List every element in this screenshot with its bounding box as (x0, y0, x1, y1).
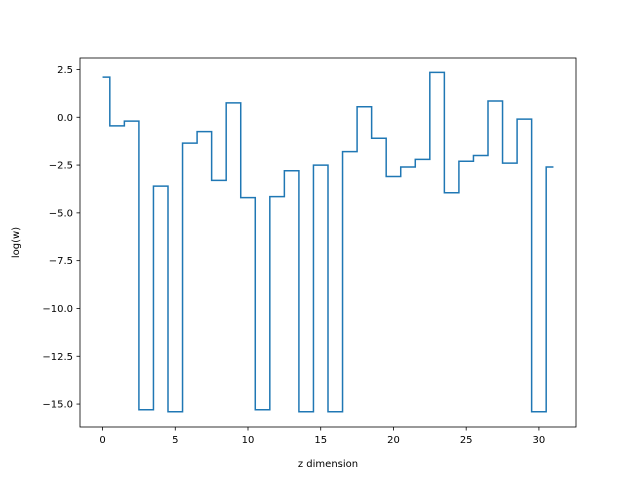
y-axis-ticks: 2.5 0.0 −2.5 −5.0 −7.5 −10.0 −12.5 −15.0 (42, 65, 80, 411)
x-axis-ticks: 0 5 10 15 20 25 30 (99, 427, 545, 446)
x-tick-label: 25 (460, 435, 473, 446)
y-tick-label: −10.0 (42, 304, 73, 315)
y-tick-label: −5.0 (49, 208, 73, 219)
y-tick-label: −12.5 (42, 352, 73, 363)
series-layer (102, 71, 554, 413)
x-tick-label: 30 (533, 435, 546, 446)
y-axis-label: log(w) (11, 227, 22, 258)
y-tick-label: −15.0 (42, 400, 73, 411)
x-tick-label: 20 (387, 435, 400, 446)
x-axis-label: z dimension (298, 459, 358, 470)
x-tick-label: 10 (242, 435, 255, 446)
y-tick-label: 0.0 (57, 113, 73, 124)
y-tick-label: −7.5 (49, 256, 73, 267)
x-tick-label: 5 (172, 435, 178, 446)
y-tick-label: 2.5 (57, 65, 73, 76)
axes-frame (79, 57, 577, 428)
y-tick-label: −2.5 (49, 161, 73, 172)
series-line (102, 71, 554, 413)
x-tick-label: 0 (99, 435, 105, 446)
x-tick-label: 15 (314, 435, 327, 446)
